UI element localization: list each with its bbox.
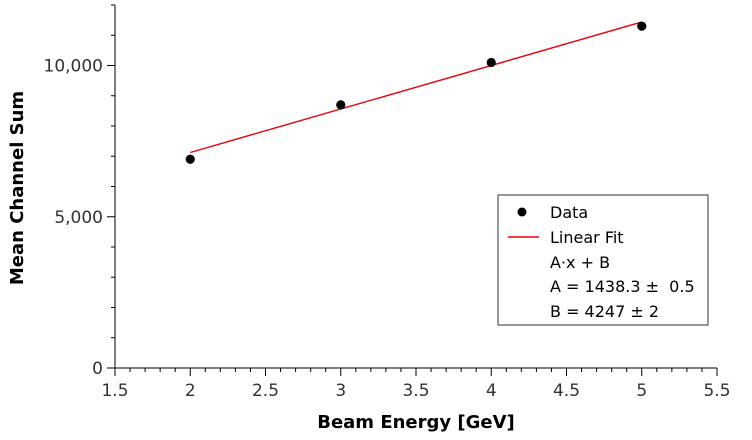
- x-tick-label: 2: [185, 381, 196, 401]
- x-tick-label: 3: [335, 381, 346, 401]
- legend-fit-formula: A·x + B: [550, 253, 610, 272]
- fit-line-group: [190, 21, 642, 154]
- x-tick-label: 5.5: [703, 381, 730, 401]
- y-tick-label: 5,000: [54, 208, 103, 228]
- fit-line: [190, 21, 642, 154]
- y-tick-label: 10,000: [44, 57, 103, 77]
- x-tick-label: 4: [486, 381, 497, 401]
- legend: Data Linear Fit A·x + B A = 1438.3 ± 0.5…: [497, 194, 709, 326]
- legend-fit-label: Linear Fit: [550, 228, 624, 247]
- legend-fit-param-a: A = 1438.3 ± 0.5: [550, 277, 695, 296]
- x-tick-label: 3.5: [402, 381, 429, 401]
- x-tick-label: 5: [636, 381, 647, 401]
- legend-data-label: Data: [550, 203, 588, 222]
- y-axis-label: Mean Channel Sum: [7, 91, 28, 285]
- legend-fit-param-b: B = 4247 ± 2: [550, 302, 659, 321]
- x-axis-label: Beam Energy [GeV]: [317, 412, 515, 433]
- y-tick-label: 0: [92, 359, 103, 379]
- data-point: [185, 154, 195, 164]
- data-point: [637, 21, 647, 31]
- x-tick-label: 2.5: [252, 381, 279, 401]
- data-points: [185, 21, 647, 164]
- data-point: [486, 57, 496, 68]
- legend-box: [497, 194, 709, 326]
- data-point: [336, 100, 346, 110]
- x-tick-label: 4.5: [553, 381, 580, 401]
- x-tick-label: 1.5: [101, 381, 128, 401]
- legend-data-marker: [517, 207, 527, 217]
- ticks: 1.5 2 2.5 3 3.5 4 4.5 5 5.5 0 5,000 10,000: [44, 4, 731, 401]
